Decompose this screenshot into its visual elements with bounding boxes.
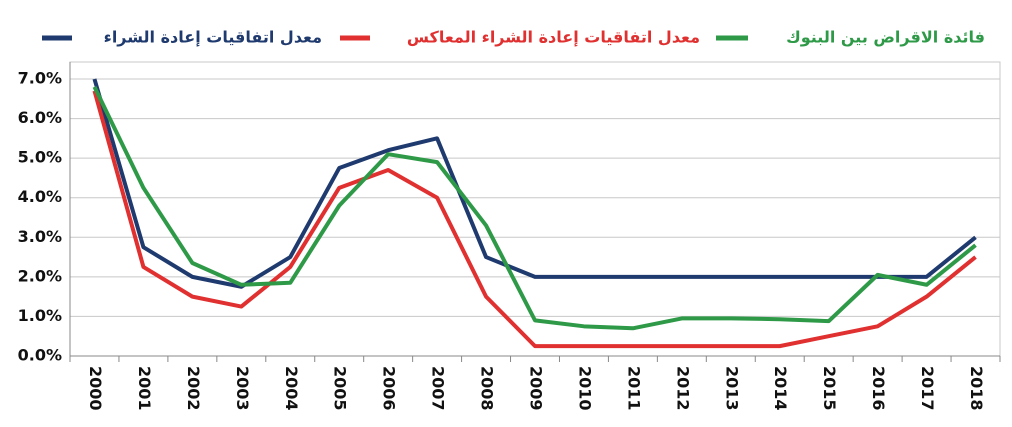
x-tick-label: 2002 <box>184 366 203 411</box>
x-tick-label: 2012 <box>673 366 692 411</box>
legend-label: معدل اتفاقيات إعادة الشراء <box>104 28 322 47</box>
y-tick-label: 3.0% <box>18 227 62 246</box>
x-tick-label: 2015 <box>820 366 839 411</box>
x-tick-label: 2014 <box>771 366 790 411</box>
y-tick-label: 7.0% <box>18 69 62 88</box>
x-tick-label: 2000 <box>86 366 105 411</box>
x-tick-label: 2007 <box>429 366 448 411</box>
y-tick-label: 1.0% <box>18 306 62 325</box>
y-tick-label: 4.0% <box>18 187 62 206</box>
x-tick-label: 2011 <box>624 366 643 411</box>
x-tick-label: 2006 <box>380 366 399 411</box>
x-tick-label: 2018 <box>967 366 986 411</box>
y-tick-label: 2.0% <box>18 266 62 285</box>
legend-label: فائدة الاقراض بين البنوك <box>786 28 985 47</box>
x-tick-label: 2009 <box>527 366 546 411</box>
legend-label: معدل اتفاقيات إعادة الشراء المعاكس <box>407 28 700 47</box>
plot-frame <box>69 61 1001 357</box>
y-tick-label: 6.0% <box>18 108 62 127</box>
series-line <box>92 78 977 289</box>
x-tick-label: 2017 <box>918 366 937 411</box>
y-tick-label: 0.0% <box>18 346 62 365</box>
x-tick-label: 2013 <box>722 366 741 411</box>
x-tick-label: 2010 <box>575 366 594 411</box>
x-tick-label: 2001 <box>135 366 154 411</box>
series-line <box>92 90 977 349</box>
x-tick-label: 2016 <box>869 366 888 411</box>
series-line <box>92 86 977 331</box>
x-tick-label: 2003 <box>233 366 252 411</box>
y-tick-label: 5.0% <box>18 148 62 167</box>
x-tick-label: 2004 <box>282 366 301 411</box>
x-tick-label: 2005 <box>331 366 350 411</box>
x-tick-label: 2008 <box>478 366 497 411</box>
